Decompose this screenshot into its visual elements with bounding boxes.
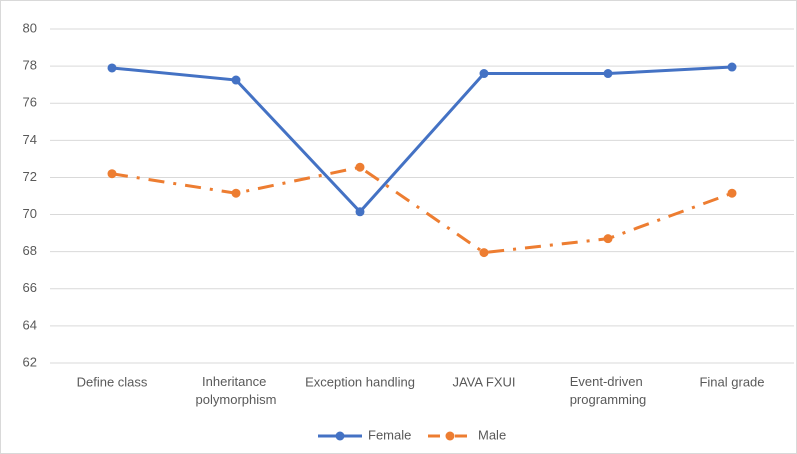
point [727,188,737,198]
y-tick-label: 80 [23,20,37,35]
point [355,207,365,217]
y-tick-label: 74 [23,132,37,147]
point [107,63,117,73]
point [727,62,737,72]
x-tick-label: Inheritance polymorphism [196,374,277,407]
point [479,248,489,258]
y-tick-label: 64 [23,317,37,332]
point [603,69,613,79]
y-tick-label: 68 [23,243,37,258]
y-tick-label: 78 [23,58,37,73]
x-tick-label: Define class [77,374,148,389]
legend-label: Male [478,427,506,442]
x-tick-label: Final grade [699,374,764,389]
point [231,75,241,85]
y-tick-label: 72 [23,169,37,184]
legend-marker [335,431,345,441]
x-tick-label: JAVA FXUI [452,374,515,389]
point [479,69,489,79]
legend-label: Female [368,427,411,442]
y-tick-label: 70 [23,206,37,221]
y-tick-label: 62 [23,354,37,369]
y-tick-label: 76 [23,95,37,110]
point [107,169,117,179]
point [231,188,241,198]
x-tick-label: Exception handling [305,374,415,389]
x-tick-label: Event-driven programming [570,374,647,407]
series-line [111,65,733,214]
point [603,234,613,244]
y-tick-label: 66 [23,280,37,295]
legend-marker [445,431,455,441]
point [355,162,365,172]
